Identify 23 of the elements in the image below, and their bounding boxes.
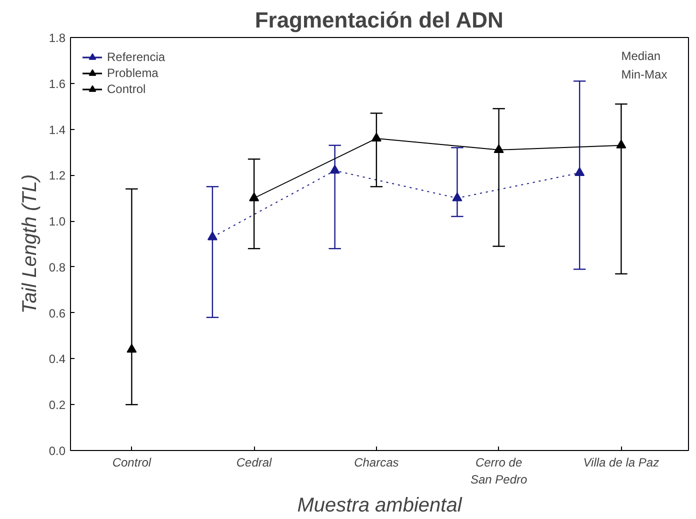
x-axis-title: Muestra ambiental	[297, 494, 462, 516]
x-tick-label: Charcas	[354, 456, 399, 470]
x-tick-label: Cerro de San Pedro	[470, 456, 528, 486]
y-tick-label: 1.0	[48, 214, 66, 229]
y-tick-label: 1.8	[48, 31, 66, 45]
x-tick-label: Villa de la Paz	[583, 456, 660, 470]
y-tick-label: 0.0	[48, 444, 66, 458]
y-tick-label: 0.6	[48, 306, 66, 320]
legend-label: Control	[107, 81, 146, 97]
legend-label: Referencia	[107, 49, 166, 65]
annotation: Median	[621, 49, 661, 64]
legend-label: Problema	[107, 65, 158, 81]
y-tick-label: 1.2	[48, 168, 66, 183]
y-tick-label: 1.4	[48, 122, 66, 137]
x-tick-label: Control	[112, 456, 152, 470]
x-tick-label: Cedral	[236, 456, 272, 470]
y-tick-label: 0.4	[48, 352, 66, 366]
y-tick-label: 0.2	[48, 398, 66, 412]
annotation: Min-Max	[621, 68, 668, 82]
y-tick-label: 1.6	[48, 76, 66, 91]
chart-title: Fragmentación del ADN	[254, 8, 504, 32]
y-axis-title: Tail Length (TL)	[18, 174, 41, 314]
y-tick-label: 0.8	[48, 260, 66, 274]
